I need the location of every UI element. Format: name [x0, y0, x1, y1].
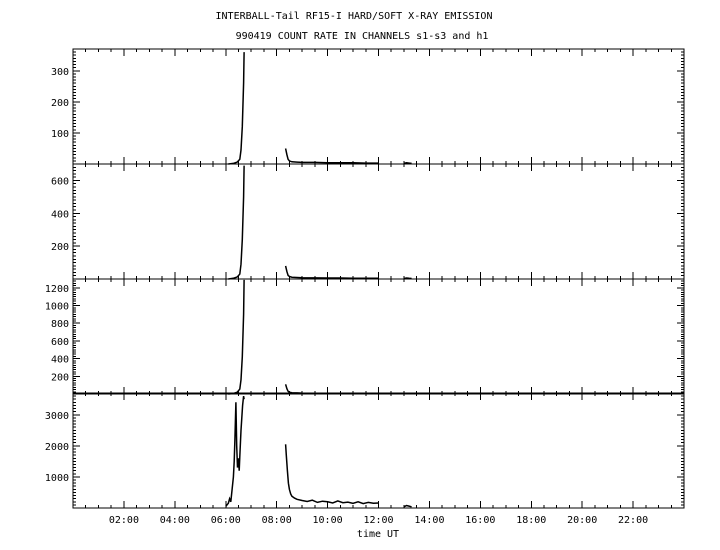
y-tick-label: 1200 [45, 284, 69, 295]
x-tick-label: 04:00 [160, 515, 190, 526]
panel-4-series-2 [284, 444, 379, 505]
y-tick-label: 100 [51, 129, 69, 140]
y-tick-label: 300 [51, 67, 69, 78]
y-tick-label: 1000 [45, 473, 69, 484]
panel-2: 200 400 600 [51, 163, 685, 280]
y-tick-label: 600 [51, 176, 69, 187]
y-tick-label: 2000 [45, 442, 69, 453]
panel-3: 200 400 600 800 1000 1200 [45, 278, 685, 395]
x-tick-label: 20:00 [567, 515, 597, 526]
y-tick-label: 1000 [45, 302, 69, 313]
panel-3-series-2 [284, 384, 379, 395]
panel-2-series-2 [284, 265, 379, 280]
y-tick-label: 400 [51, 209, 69, 220]
panel-frame [72, 163, 685, 280]
panel-4: 1000 2000 3000 [45, 392, 685, 509]
x-axis: 02:00 04:00 06:00 08:00 10:00 12:00 14:00 16:00… [109, 515, 648, 526]
panel-frame [72, 392, 685, 509]
x-tick-label: 06:00 [211, 515, 241, 526]
panel-1-series-1 [228, 52, 245, 165]
y-tick-label: 200 [51, 242, 69, 253]
x-tick-label: 18:00 [516, 515, 546, 526]
panel-1-series-3 [403, 162, 412, 165]
panel-frame [72, 278, 685, 395]
x-tick-label: 02:00 [109, 515, 139, 526]
x-tick-label: 10:00 [313, 515, 343, 526]
chart-subtitle: 990419 COUNT RATE IN CHANNELS s1-s3 and … [236, 31, 489, 42]
chart-title: INTERBALL-Tail RF15-I HARD/SOFT X-RAY EM… [216, 11, 493, 22]
panel-3-series-1 [228, 279, 245, 395]
panel-1: 100 200 300 [51, 48, 685, 165]
x-tick-label: 08:00 [262, 515, 292, 526]
panel-4-series-1 [225, 395, 245, 507]
chart-panels: 100 200 300 200 400 600 200 400 600 800 1000 1200 10… [45, 48, 685, 509]
panel-frame [72, 48, 685, 165]
x-axis-label: time UT [357, 529, 399, 540]
panel-1-series-2 [284, 148, 379, 164]
y-tick-label: 200 [51, 98, 69, 109]
x-tick-label: 22:00 [618, 515, 648, 526]
panel-2-series-3 [403, 277, 412, 280]
y-tick-label: 800 [51, 319, 69, 330]
x-tick-label: 16:00 [465, 515, 495, 526]
x-tick-label: 12:00 [363, 515, 393, 526]
y-tick-label: 600 [51, 337, 69, 348]
y-tick-label: 400 [51, 355, 69, 366]
panel-2-series-1 [228, 165, 245, 280]
panel-4-series-3 [403, 504, 412, 508]
y-tick-label: 200 [51, 372, 69, 383]
y-tick-label: 3000 [45, 411, 69, 422]
x-tick-label: 14:00 [414, 515, 444, 526]
